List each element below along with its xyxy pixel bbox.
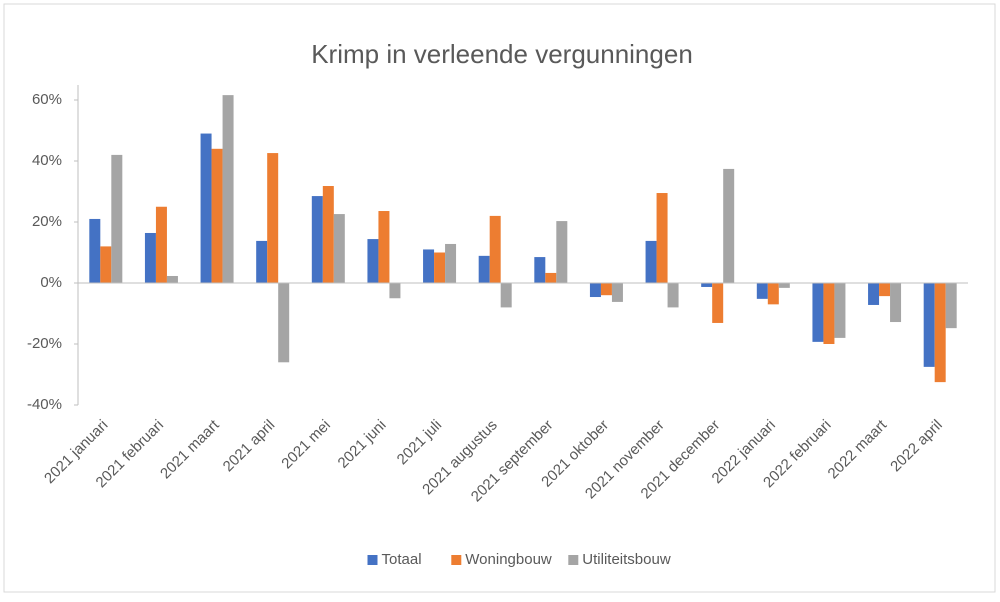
bar	[333, 214, 345, 283]
chart-border	[3, 3, 996, 593]
legend-label: Woningbouw	[465, 551, 552, 568]
bar	[545, 272, 557, 283]
bar	[879, 283, 891, 297]
bar	[322, 186, 334, 283]
bar	[434, 252, 446, 283]
bar	[701, 283, 713, 287]
bar	[256, 240, 268, 283]
bar	[667, 283, 679, 308]
bar	[267, 153, 279, 283]
y-tick-label: 20%	[32, 213, 62, 230]
y-tick-label: 60%	[32, 91, 62, 108]
bar	[868, 283, 880, 305]
chart-title: Krimp in verleende vergunningen	[311, 39, 693, 69]
legend-swatch	[367, 555, 378, 565]
bar	[534, 257, 546, 283]
bar	[945, 283, 957, 329]
bar	[155, 206, 167, 283]
bar	[712, 283, 724, 323]
bar	[489, 215, 501, 283]
y-tick-label: -40%	[27, 396, 62, 413]
bar	[222, 95, 234, 284]
y-tick-label: 0%	[40, 274, 62, 291]
bar	[278, 283, 290, 363]
bar	[756, 283, 768, 299]
bar	[812, 283, 824, 342]
bar	[556, 221, 568, 283]
bar	[423, 249, 435, 283]
y-tick-label: -20%	[27, 335, 62, 352]
bar	[144, 232, 156, 283]
legend-swatch	[451, 555, 462, 565]
bar	[645, 240, 657, 283]
bar	[89, 218, 101, 283]
bar	[923, 283, 935, 367]
bar	[611, 283, 623, 302]
legend-label: Totaal	[382, 551, 422, 568]
bar	[890, 283, 902, 323]
legend-label: Utiliteitsbouw	[582, 551, 671, 568]
bar	[378, 211, 390, 283]
bar	[478, 255, 490, 283]
bar	[367, 239, 379, 283]
bar	[656, 193, 668, 283]
bar	[100, 246, 112, 283]
bar	[389, 283, 401, 299]
bar	[600, 283, 612, 296]
bar	[823, 283, 835, 344]
bar	[445, 243, 457, 283]
bar	[311, 196, 323, 283]
bar	[166, 275, 178, 283]
y-tick-label: 40%	[32, 152, 62, 169]
bar	[111, 154, 123, 283]
bar	[767, 283, 779, 305]
bar	[778, 283, 790, 288]
legend-swatch	[568, 555, 579, 565]
bar	[211, 148, 223, 283]
bar	[723, 168, 735, 283]
bar	[200, 133, 212, 283]
bar	[589, 283, 601, 298]
bar	[934, 283, 946, 383]
bar	[834, 283, 846, 338]
bar	[500, 283, 512, 308]
